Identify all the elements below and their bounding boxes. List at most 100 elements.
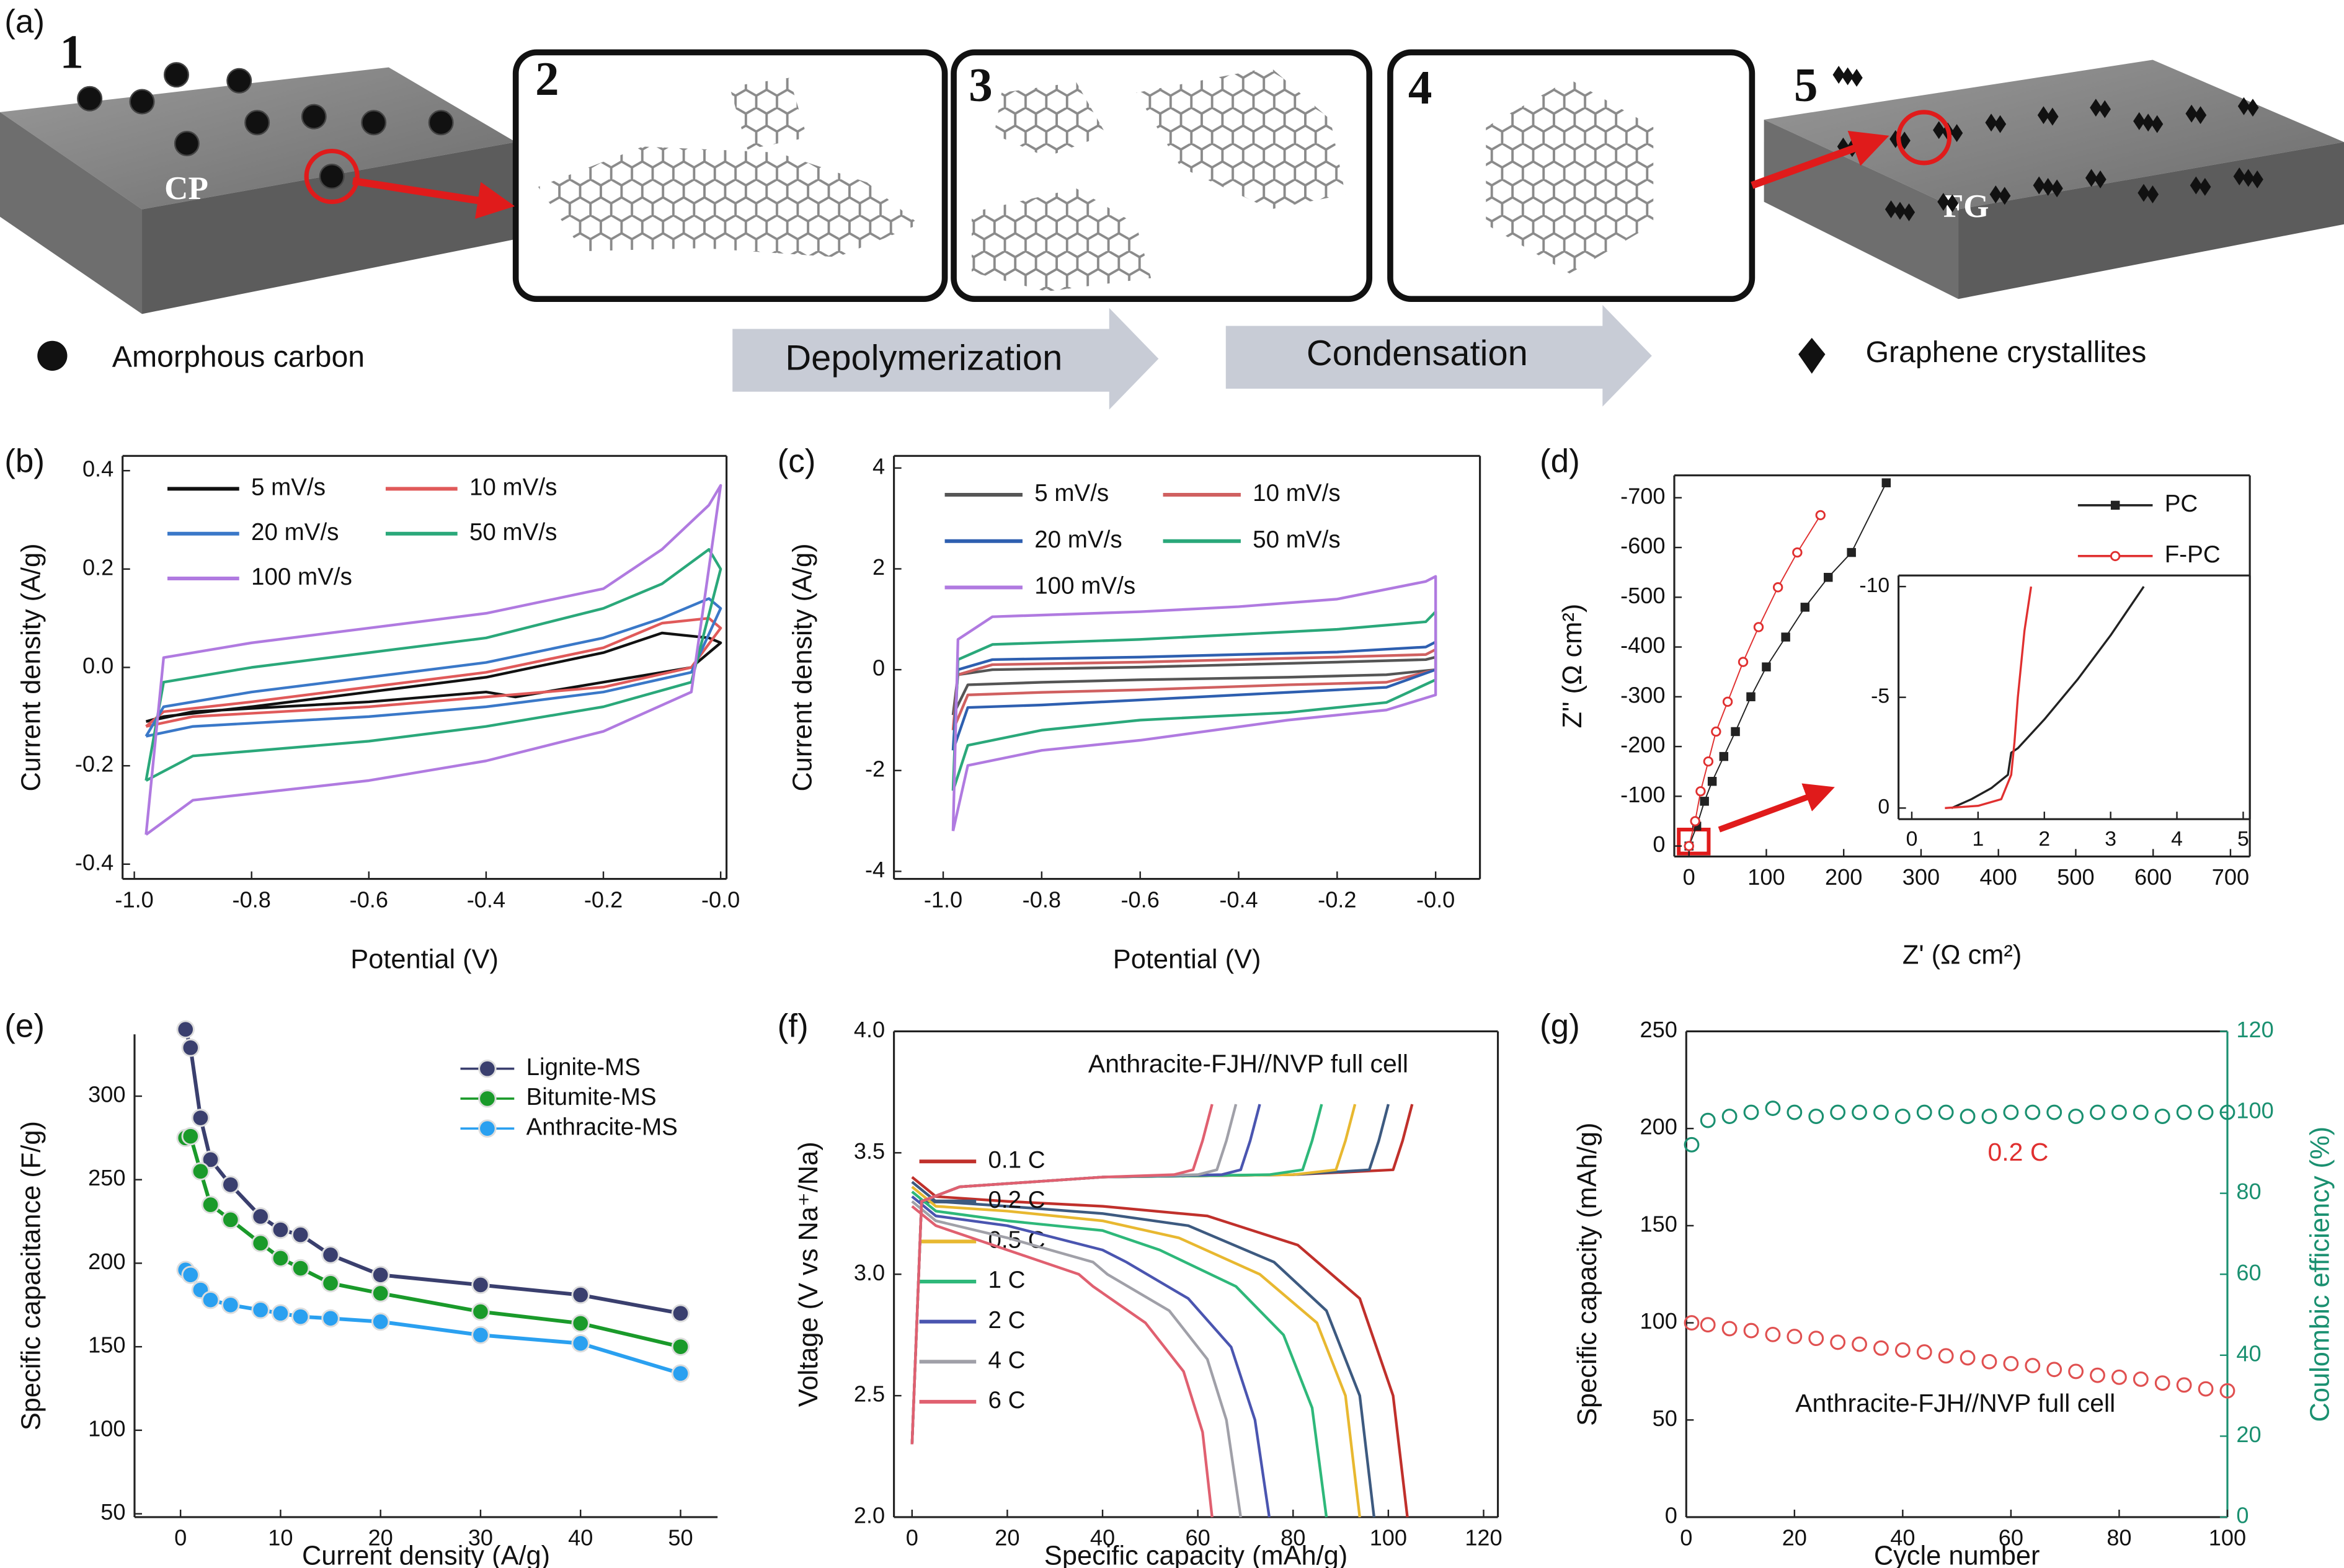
point bbox=[1684, 1136, 1700, 1153]
point bbox=[2003, 1355, 2019, 1371]
marker bbox=[291, 1307, 310, 1326]
y-tick-label: -10 bbox=[1859, 574, 1889, 597]
x-tick-label: 0 bbox=[1906, 827, 1918, 851]
point bbox=[1894, 1342, 1911, 1358]
point bbox=[1938, 1348, 1954, 1364]
panel-label: (g) bbox=[1540, 1008, 1580, 1045]
x-axis-label: Cycle number bbox=[1874, 1541, 2040, 1568]
x-tick-label: 60 bbox=[1186, 1525, 1210, 1551]
marker bbox=[176, 1020, 195, 1039]
series-line bbox=[910, 1104, 1271, 1518]
point bbox=[1981, 1353, 1997, 1370]
marker bbox=[1707, 777, 1717, 786]
molecule bbox=[1136, 67, 1346, 210]
y2-tick-label: 60 bbox=[2236, 1260, 2261, 1285]
series-line bbox=[951, 610, 1437, 791]
x-tick-label: 60 bbox=[1999, 1525, 2023, 1551]
x-tick-label: 100 bbox=[1747, 864, 1785, 890]
x-tick-label: -1.0 bbox=[924, 887, 962, 912]
molecule bbox=[971, 188, 1152, 292]
marker bbox=[1684, 841, 1694, 851]
y-tick-label: -5 bbox=[1871, 684, 1889, 708]
crystallite bbox=[1832, 66, 1845, 84]
legend-label: 10 mV/s bbox=[1253, 480, 1340, 507]
legend-marker bbox=[2110, 500, 2120, 510]
substrate-top bbox=[0, 67, 516, 210]
point bbox=[1765, 1326, 1781, 1342]
point bbox=[2176, 1104, 2192, 1120]
y-tick-label: 0 bbox=[1653, 831, 1665, 857]
point bbox=[1830, 1104, 1846, 1120]
x-tick-label: 20 bbox=[1782, 1525, 1807, 1551]
marker bbox=[471, 1275, 490, 1295]
legend-label: 0.1 C bbox=[988, 1146, 1045, 1173]
series-line bbox=[1688, 482, 1887, 846]
x-axis-label: Potential (V) bbox=[350, 945, 499, 975]
marker bbox=[221, 1210, 240, 1229]
point bbox=[1916, 1104, 1932, 1120]
marker bbox=[471, 1302, 490, 1321]
marker bbox=[221, 1176, 240, 1194]
process-arrow bbox=[732, 308, 1159, 410]
x-tick-label: 50 bbox=[668, 1525, 693, 1551]
legend-label: 100 mV/s bbox=[251, 564, 352, 590]
legend-label: 5 mV/s bbox=[251, 474, 326, 501]
crystallite bbox=[1850, 68, 1863, 87]
marker bbox=[1719, 751, 1729, 761]
crystallite bbox=[2251, 170, 2263, 188]
x-tick-label: -0.8 bbox=[233, 887, 271, 912]
crystallite bbox=[2199, 177, 2211, 196]
y-tick-label: -4 bbox=[865, 857, 885, 882]
x-tick-label: -0.6 bbox=[350, 887, 388, 912]
x-tick-label: -0.2 bbox=[1318, 887, 1356, 912]
panel-label: (a) bbox=[4, 4, 45, 40]
x-tick-label: -0.6 bbox=[1121, 887, 1160, 912]
point bbox=[2198, 1104, 2214, 1120]
y-tick-label: -600 bbox=[1620, 533, 1665, 559]
y2-tick-label: 100 bbox=[2236, 1098, 2273, 1123]
x-tick-label: 1 bbox=[1972, 827, 1984, 851]
crystallite bbox=[1950, 124, 1963, 143]
legend-label: 20 mV/s bbox=[1034, 526, 1122, 553]
point bbox=[2090, 1104, 2105, 1120]
y-axis-label: Z'' (Ω cm²) bbox=[1558, 604, 1587, 729]
substrate-top bbox=[1764, 60, 2344, 210]
marker bbox=[571, 1285, 590, 1304]
series-line bbox=[184, 1269, 681, 1376]
point bbox=[1830, 1334, 1846, 1350]
marker bbox=[271, 1304, 290, 1322]
y-tick-label: 0 bbox=[1878, 795, 1889, 818]
carbon-dot bbox=[226, 68, 252, 94]
crystallite bbox=[2090, 99, 2102, 117]
y-tick-label: 100 bbox=[1640, 1308, 1677, 1334]
molecule bbox=[538, 146, 920, 257]
crystallite bbox=[1989, 185, 2002, 203]
y-tick-label: 150 bbox=[1640, 1211, 1677, 1236]
x-tick-label: -0.8 bbox=[1023, 887, 1061, 912]
legend-label: 2 C bbox=[988, 1307, 1025, 1334]
marker bbox=[321, 1246, 340, 1264]
crystallite bbox=[2247, 99, 2259, 117]
arrow bbox=[352, 177, 515, 219]
y-tick-label: 2.5 bbox=[854, 1381, 885, 1407]
marker bbox=[671, 1337, 690, 1356]
x-tick-label: 30 bbox=[468, 1525, 493, 1551]
x-tick-label: -0.4 bbox=[467, 887, 505, 912]
marker bbox=[1824, 572, 1833, 582]
series-line bbox=[144, 597, 722, 738]
marker bbox=[251, 1301, 270, 1319]
y-axis-label: Voltage (V vs Na⁺/Na) bbox=[794, 1141, 824, 1407]
legend-label: 6 C bbox=[988, 1387, 1025, 1414]
x-tick-label: 20 bbox=[368, 1525, 393, 1551]
point bbox=[1981, 1109, 1997, 1124]
point bbox=[2025, 1104, 2041, 1120]
marker bbox=[371, 1313, 390, 1331]
marker bbox=[1722, 696, 1733, 707]
crystallite bbox=[2051, 179, 2063, 198]
x-tick-label: 600 bbox=[2134, 864, 2172, 890]
panel-label: (f) bbox=[778, 1008, 809, 1045]
point bbox=[1743, 1104, 1759, 1120]
point bbox=[2025, 1358, 2041, 1373]
marker bbox=[1746, 692, 1756, 702]
legend-label: 50 mV/s bbox=[469, 519, 557, 546]
